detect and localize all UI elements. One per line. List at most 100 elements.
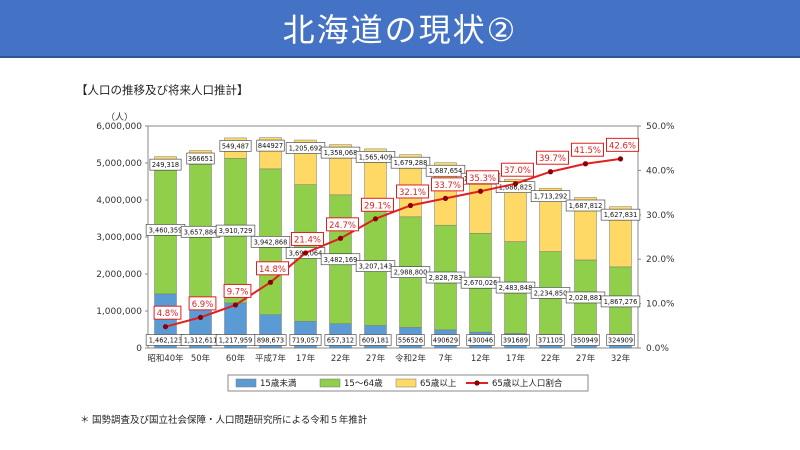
legend-swatch <box>395 378 417 388</box>
y-tick-label: 5,000,000 <box>96 159 142 169</box>
rate-line <box>165 157 621 328</box>
label-under15-box <box>289 334 322 346</box>
rate-point <box>232 302 239 308</box>
label-65plus: 1,358,068 <box>324 149 358 157</box>
y-axis-unit: （人） <box>106 112 133 123</box>
label-15to64: 2,028,881 <box>569 294 603 302</box>
label-under15-box <box>501 334 530 346</box>
rate-label-box <box>571 142 604 157</box>
x-tick-label: 令和2年 <box>395 353 426 364</box>
label-65plus: 1,687,812 <box>569 202 603 210</box>
label-65plus-box <box>390 156 431 169</box>
rate-label-box <box>396 184 429 199</box>
label-65plus: 1,686,825 <box>499 184 533 192</box>
rate-point <box>617 156 624 162</box>
label-under15: 898,673 <box>257 337 284 345</box>
label-65plus: 1,687,654 <box>429 167 463 175</box>
rate-label: 9.7% <box>227 287 249 297</box>
x-tick-label: 50年 <box>191 353 211 364</box>
rate-point <box>162 324 169 330</box>
label-65plus-box <box>530 190 571 202</box>
bar-65plus <box>539 187 562 252</box>
label-under15: 1,217,959 <box>219 337 253 345</box>
rate-label-box <box>361 197 394 212</box>
rate-label-box <box>291 231 324 246</box>
label-15to64-box <box>320 253 361 266</box>
label-65plus-box <box>186 152 215 165</box>
rate-label: 39.7% <box>539 154 566 164</box>
rate-point <box>302 250 309 256</box>
x-tick-label: 32年 <box>611 353 631 364</box>
label-65plus-box <box>149 158 182 171</box>
y2-tick-label: 50.0% <box>646 122 675 132</box>
label-15to64: 1,867,276 <box>604 298 638 306</box>
label-under15: 391689 <box>503 337 528 345</box>
y-tick-label: 6,000,000 <box>96 122 142 132</box>
label-under15-box <box>396 334 425 346</box>
x-tick-label: 17年 <box>296 353 316 364</box>
rate-label: 4.8% <box>157 309 179 319</box>
rate-point <box>337 235 344 241</box>
legend-swatch <box>319 378 341 388</box>
rate-label: 41.5% <box>574 146 601 156</box>
label-under15: 324909 <box>608 337 633 345</box>
label-under15-box <box>324 334 357 346</box>
label-65plus-box <box>600 208 641 221</box>
x-tick-label: 22年 <box>331 353 351 364</box>
y-tick-label: 0 <box>136 344 142 354</box>
label-under15-box <box>254 334 287 346</box>
rate-point <box>197 314 204 320</box>
label-65plus: 1,679,288 <box>394 159 428 167</box>
rate-label: 6.9% <box>192 300 214 310</box>
label-under15-box <box>571 334 600 346</box>
rate-label: 33.7% <box>434 181 461 191</box>
rate-point <box>582 161 589 167</box>
y2-tick-label: 20.0% <box>646 255 675 265</box>
bar-65plus <box>574 197 597 261</box>
rate-label: 42.6% <box>609 141 636 151</box>
label-65plus: 844927 <box>258 142 283 150</box>
label-15to64: 2,234,850 <box>534 289 568 297</box>
label-under15-box <box>606 334 635 346</box>
rate-label-box <box>466 170 499 185</box>
label-65plus-box <box>256 139 285 152</box>
label-65plus: 249,318 <box>152 161 179 169</box>
label-under15: 430046 <box>468 337 493 345</box>
rate-label: 35.3% <box>469 174 496 184</box>
bar-65plus <box>609 206 632 268</box>
legend-label: 65歳以上 <box>420 378 457 389</box>
legend-label: 15歳未満 <box>260 378 297 389</box>
label-15to64: 3,657,884 <box>184 228 218 236</box>
label-65plus-box <box>355 151 396 163</box>
label-15to64: 2,483,848 <box>499 284 533 292</box>
label-65plus: 1,713,292 <box>534 193 568 201</box>
y-tick-label: 4,000,000 <box>96 196 142 206</box>
label-15to64: 3,207,143 <box>359 263 393 271</box>
rate-point <box>442 195 449 201</box>
label-15to64: 3,460,359 <box>149 226 183 234</box>
x-tick-label: 17年 <box>506 353 526 364</box>
label-15to64: 2,828,783 <box>429 274 463 282</box>
rate-label-box <box>188 296 217 311</box>
label-under15: 657,312 <box>327 337 354 345</box>
footnote: 国勢調査及び国立社会保障・人口問題研究所による令和５年推計 <box>92 415 368 426</box>
label-15to64-box <box>215 224 256 237</box>
y2-tick-label: 40.0% <box>646 166 675 176</box>
y-tick-label: 1,000,000 <box>96 307 142 317</box>
x-tick-label: 7年 <box>439 353 453 364</box>
label-under15-box <box>536 334 565 346</box>
rate-point <box>372 216 379 222</box>
bar-65plus <box>504 178 527 242</box>
rate-label-box <box>223 283 252 298</box>
label-under15: 490629 <box>433 337 458 345</box>
label-under15-box <box>431 334 460 346</box>
x-tick-label: 60年 <box>226 353 246 364</box>
label-65plus-box <box>425 164 466 177</box>
label-65plus: 1,627,831 <box>604 211 638 219</box>
label-under15: 350949 <box>573 337 598 345</box>
rate-label-box <box>153 305 182 320</box>
rate-point <box>267 279 274 285</box>
label-65plus: 549,487 <box>222 142 249 150</box>
label-15to64: 3,942,868 <box>254 238 288 246</box>
label-15to64-box <box>250 236 291 248</box>
